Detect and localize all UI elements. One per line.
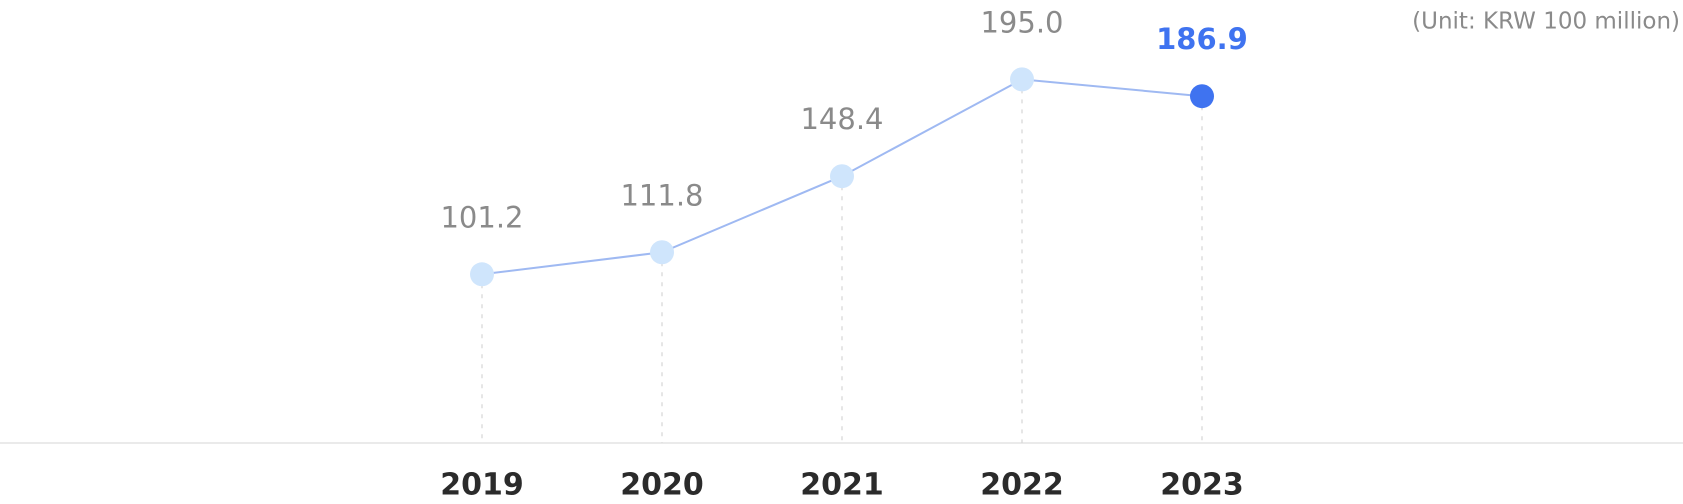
point [650,240,674,265]
x-tick-label: 2022 [980,468,1064,503]
point [470,262,494,287]
x-tick-label: 2020 [620,468,704,503]
value-label: 148.4 [800,102,883,136]
point [830,164,854,189]
value-label: 101.2 [440,200,523,234]
point [1010,67,1034,92]
value-label: 111.8 [620,178,703,212]
x-tick-label: 2023 [1160,468,1244,503]
unit-label: (Unit: KRW 100 million) [1412,9,1680,35]
point [1190,84,1214,109]
x-tick-label: 2019 [440,468,524,503]
value-label: 195.0 [980,5,1063,39]
value-label: 186.9 [1156,22,1248,56]
x-tick-label: 2021 [800,468,884,503]
